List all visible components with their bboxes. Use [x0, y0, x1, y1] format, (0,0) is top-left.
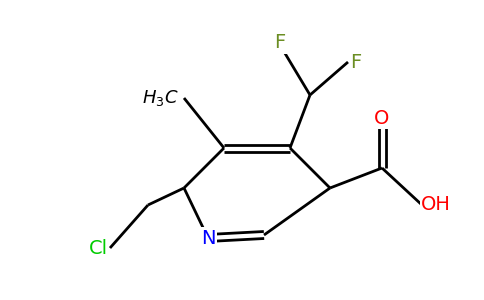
- Text: $H_3C$: $H_3C$: [142, 88, 179, 108]
- Text: Cl: Cl: [89, 238, 107, 257]
- Text: N: N: [201, 229, 215, 247]
- Text: OH: OH: [421, 196, 451, 214]
- Text: F: F: [274, 34, 286, 52]
- Text: H₃C: H₃C: [143, 88, 179, 107]
- Text: O: O: [374, 109, 390, 128]
- Text: F: F: [350, 52, 362, 71]
